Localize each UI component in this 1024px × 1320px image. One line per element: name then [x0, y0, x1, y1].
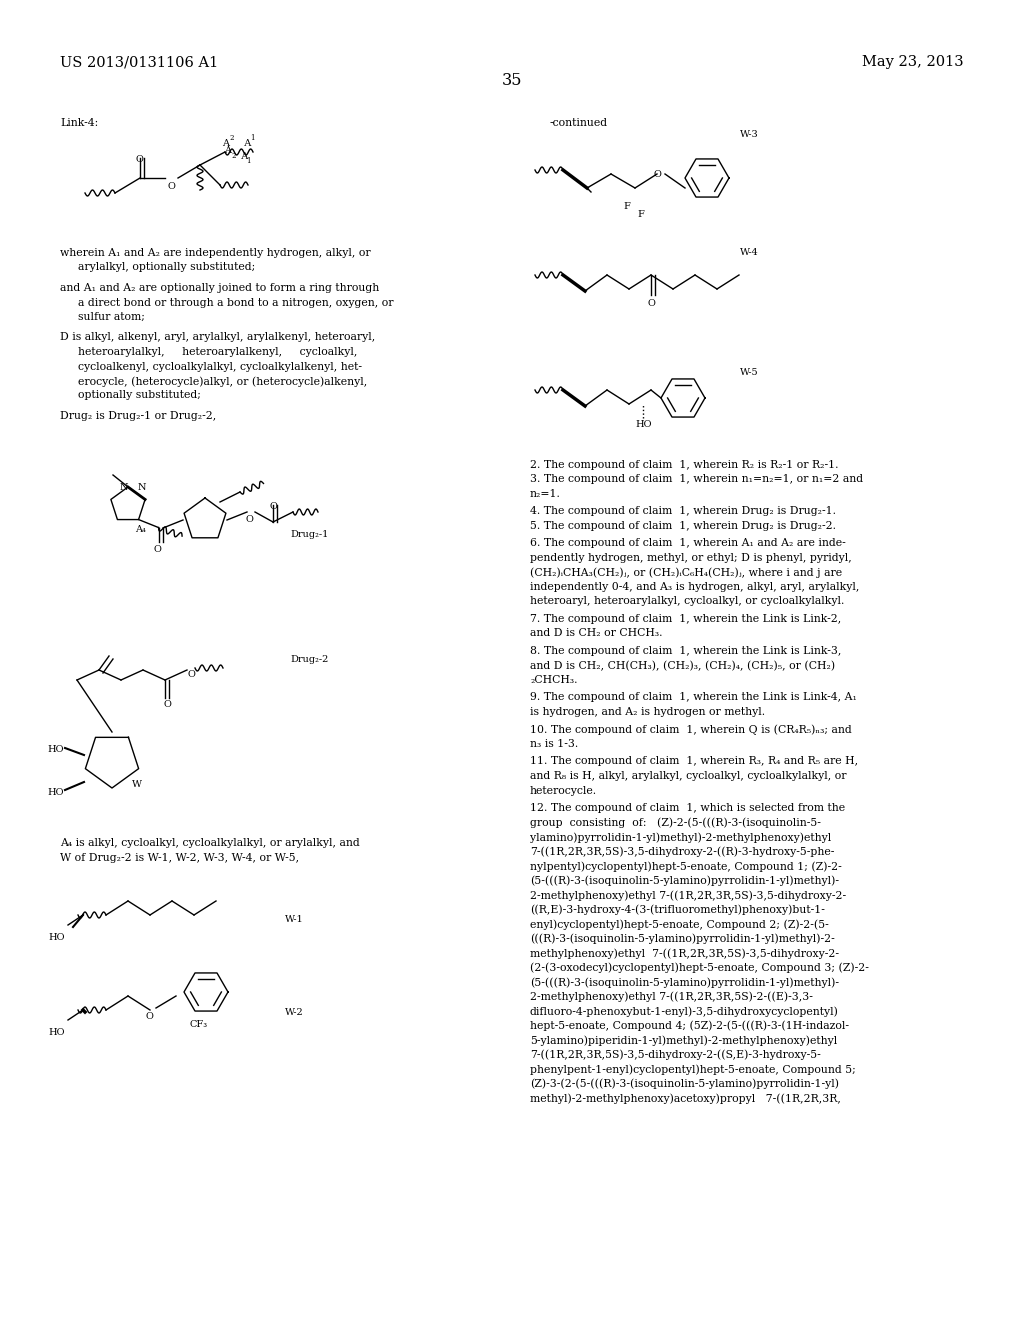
Text: A: A: [224, 147, 231, 154]
Text: W-2: W-2: [285, 1008, 304, 1016]
Text: independently 0-4, and A₃ is hydrogen, alkyl, aryl, arylalkyl,: independently 0-4, and A₃ is hydrogen, a…: [530, 582, 859, 591]
Text: is hydrogen, and A₂ is hydrogen or methyl.: is hydrogen, and A₂ is hydrogen or methy…: [530, 708, 765, 717]
Text: O: O: [245, 515, 253, 524]
Text: O: O: [168, 182, 176, 191]
Text: W-1: W-1: [285, 915, 304, 924]
Text: phenylpent-1-enyl)cyclopentyl)hept-5-enoate, Compound 5;: phenylpent-1-enyl)cyclopentyl)hept-5-eno…: [530, 1064, 856, 1074]
Text: pendently hydrogen, methyl, or ethyl; D is phenyl, pyridyl,: pendently hydrogen, methyl, or ethyl; D …: [530, 553, 852, 564]
Text: 7-((1R,2R,3R,5S)-3,5-dihydroxy-2-((R)-3-hydroxy-5-phe-: 7-((1R,2R,3R,5S)-3,5-dihydroxy-2-((R)-3-…: [530, 846, 835, 857]
Text: 35: 35: [502, 73, 522, 88]
Text: 4. The compound of claim  1, wherein Drug₂ is Drug₂-1.: 4. The compound of claim 1, wherein Drug…: [530, 507, 836, 516]
Text: methylphenoxy)ethyl  7-((1R,2R,3R,5S)-3,5-dihydroxy-2-: methylphenoxy)ethyl 7-((1R,2R,3R,5S)-3,5…: [530, 948, 839, 958]
Text: 1: 1: [250, 135, 255, 143]
Text: 5. The compound of claim  1, wherein Drug₂ is Drug₂-2.: 5. The compound of claim 1, wherein Drug…: [530, 521, 836, 531]
Text: cycloalkenyl, cycloalkylalkyl, cycloalkylalkenyl, het-: cycloalkenyl, cycloalkylalkyl, cycloalky…: [78, 362, 362, 371]
Text: A: A: [222, 139, 229, 148]
Text: HO: HO: [48, 933, 65, 942]
Text: N: N: [138, 483, 146, 492]
Text: O: O: [146, 1012, 154, 1020]
Text: 6. The compound of claim  1, wherein A₁ and A₂ are inde-: 6. The compound of claim 1, wherein A₁ a…: [530, 539, 846, 549]
Text: (5-(((R)-3-(isoquinolin-5-ylamino)pyrrolidin-1-yl)methyl)-: (5-(((R)-3-(isoquinolin-5-ylamino)pyrrol…: [530, 977, 839, 987]
Text: 7. The compound of claim  1, wherein the Link is Link-2,: 7. The compound of claim 1, wherein the …: [530, 614, 842, 624]
Text: 9. The compound of claim  1, wherein the Link is Link-4, A₁: 9. The compound of claim 1, wherein the …: [530, 693, 857, 702]
Text: (5-(((R)-3-(isoquinolin-5-ylamino)pyrrolidin-1-yl)methyl)-: (5-(((R)-3-(isoquinolin-5-ylamino)pyrrol…: [530, 875, 839, 886]
Text: and D is CH₂, CH(CH₃), (CH₂)₃, (CH₂)₄, (CH₂)₅, or (CH₂): and D is CH₂, CH(CH₃), (CH₂)₃, (CH₂)₄, (…: [530, 660, 836, 671]
Text: HO: HO: [47, 788, 63, 797]
Text: A: A: [234, 152, 248, 161]
Text: 8. The compound of claim  1, wherein the Link is Link-3,: 8. The compound of claim 1, wherein the …: [530, 645, 842, 656]
Text: arylalkyl, optionally substituted;: arylalkyl, optionally substituted;: [78, 263, 255, 272]
Text: D is alkyl, alkenyl, aryl, arylalkyl, arylalkenyl, heteroaryl,: D is alkyl, alkenyl, aryl, arylalkyl, ar…: [60, 333, 375, 342]
Text: (((R)-3-(isoquinolin-5-ylamino)pyrrolidin-1-yl)methyl)-2-: (((R)-3-(isoquinolin-5-ylamino)pyrrolidi…: [530, 933, 835, 944]
Text: O: O: [153, 545, 161, 554]
Text: O: O: [653, 170, 660, 180]
Text: 3. The compound of claim  1, wherein n₁=n₂=1, or n₁=2 and: 3. The compound of claim 1, wherein n₁=n…: [530, 474, 863, 484]
Text: HO: HO: [635, 420, 651, 429]
Text: erocycle, (heterocycle)alkyl, or (heterocycle)alkenyl,: erocycle, (heterocycle)alkyl, or (hetero…: [78, 376, 368, 387]
Text: sulfur atom;: sulfur atom;: [78, 312, 144, 322]
Text: W-5: W-5: [740, 368, 759, 378]
Text: W: W: [132, 780, 142, 789]
Text: and R₈ is H, alkyl, arylalkyl, cycloalkyl, cycloalkylalkyl, or: and R₈ is H, alkyl, arylalkyl, cycloalky…: [530, 771, 847, 781]
Text: Link-4:: Link-4:: [60, 117, 98, 128]
Text: Drug₂-2: Drug₂-2: [290, 655, 329, 664]
Text: heteroarylalkyl,     heteroarylalkenyl,     cycloalkyl,: heteroarylalkyl, heteroarylalkenyl, cycl…: [78, 347, 357, 356]
Text: (2-(3-oxodecyl)cyclopentyl)hept-5-enoate, Compound 3; (Z)-2-: (2-(3-oxodecyl)cyclopentyl)hept-5-enoate…: [530, 962, 869, 973]
Text: (Z)-3-(2-(5-(((R)-3-(isoquinolin-5-ylamino)pyrrolidin-1-yl): (Z)-3-(2-(5-(((R)-3-(isoquinolin-5-ylami…: [530, 1078, 839, 1089]
Text: F: F: [637, 210, 644, 219]
Text: Drug₂ is Drug₂-1 or Drug₂-2,: Drug₂ is Drug₂-1 or Drug₂-2,: [60, 411, 216, 421]
Text: May 23, 2013: May 23, 2013: [862, 55, 964, 69]
Text: group  consisting  of:   (Z)-2-(5-(((R)-3-(isoquinolin-5-: group consisting of: (Z)-2-(5-(((R)-3-(i…: [530, 817, 821, 828]
Text: O: O: [647, 300, 655, 308]
Text: W of Drug₂-2 is W-1, W-2, W-3, W-4, or W-5,: W of Drug₂-2 is W-1, W-2, W-3, W-4, or W…: [60, 853, 299, 863]
Text: ₂CHCH₃.: ₂CHCH₃.: [530, 675, 578, 685]
Text: N: N: [120, 483, 128, 492]
Text: O: O: [270, 502, 278, 511]
Text: hept-5-enoate, Compound 4; (5Z)-2-(5-(((R)-3-(1H-indazol-: hept-5-enoate, Compound 4; (5Z)-2-(5-(((…: [530, 1020, 849, 1031]
Text: Drug₂-1: Drug₂-1: [290, 531, 329, 539]
Text: O: O: [136, 154, 144, 164]
Text: F: F: [623, 202, 630, 211]
Text: 2-methylphenoxy)ethyl 7-((1R,2R,3R,5S)-3,5-dihydroxy-2-: 2-methylphenoxy)ethyl 7-((1R,2R,3R,5S)-3…: [530, 890, 846, 900]
Text: and A₁ and A₂ are optionally joined to form a ring through: and A₁ and A₂ are optionally joined to f…: [60, 282, 379, 293]
Text: enyl)cyclopentyl)hept-5-enoate, Compound 2; (Z)-2-(5-: enyl)cyclopentyl)hept-5-enoate, Compound…: [530, 919, 828, 929]
Text: heterocycle.: heterocycle.: [530, 785, 597, 796]
Text: O: O: [163, 700, 171, 709]
Text: 11. The compound of claim  1, wherein R₃, R₄ and R₅ are H,: 11. The compound of claim 1, wherein R₃,…: [530, 756, 858, 767]
Text: HO: HO: [48, 1028, 65, 1038]
Text: ((R,E)-3-hydroxy-4-(3-(trifluoromethyl)phenoxy)but-1-: ((R,E)-3-hydroxy-4-(3-(trifluoromethyl)p…: [530, 904, 825, 915]
Text: W-3: W-3: [740, 129, 759, 139]
Text: 2-methylphenoxy)ethyl 7-((1R,2R,3R,5S)-2-((E)-3,3-: 2-methylphenoxy)ethyl 7-((1R,2R,3R,5S)-2…: [530, 991, 813, 1002]
Text: optionally substituted;: optionally substituted;: [78, 391, 201, 400]
Text: n₃ is 1-3.: n₃ is 1-3.: [530, 739, 579, 748]
Text: 1: 1: [246, 157, 251, 165]
Text: A₄ is alkyl, cycloalkyl, cycloalkylalkyl, or arylalkyl, and: A₄ is alkyl, cycloalkyl, cycloalkylalkyl…: [60, 838, 359, 847]
Text: difluoro-4-phenoxybut-1-enyl)-3,5-dihydroxycyclopentyl): difluoro-4-phenoxybut-1-enyl)-3,5-dihydr…: [530, 1006, 839, 1016]
Text: 5-ylamino)piperidin-1-yl)methyl)-2-methylphenoxy)ethyl: 5-ylamino)piperidin-1-yl)methyl)-2-methy…: [530, 1035, 838, 1045]
Text: a direct bond or through a bond to a nitrogen, oxygen, or: a direct bond or through a bond to a nit…: [78, 297, 393, 308]
Text: n₂=1.: n₂=1.: [530, 488, 561, 499]
Text: US 2013/0131106 A1: US 2013/0131106 A1: [60, 55, 218, 69]
Text: W-4: W-4: [740, 248, 759, 257]
Text: CF₃: CF₃: [190, 1020, 208, 1030]
Text: heteroaryl, heteroarylalkyl, cycloalkyl, or cycloalkylalkyl.: heteroaryl, heteroarylalkyl, cycloalkyl,…: [530, 597, 845, 606]
Text: nylpentyl)cyclopentyl)hept-5-enoate, Compound 1; (Z)-2-: nylpentyl)cyclopentyl)hept-5-enoate, Com…: [530, 861, 842, 871]
Text: 2. The compound of claim  1, wherein R₂ is R₂-1 or R₂-1.: 2. The compound of claim 1, wherein R₂ i…: [530, 459, 839, 470]
Text: HO: HO: [47, 744, 63, 754]
Text: 10. The compound of claim  1, wherein Q is (CR₄R₅)ₙ₃; and: 10. The compound of claim 1, wherein Q i…: [530, 725, 852, 735]
Text: 2: 2: [231, 152, 236, 160]
Text: 2: 2: [229, 135, 233, 143]
Text: O: O: [187, 671, 195, 678]
Text: methyl)-2-methylphenoxy)acetoxy)propyl   7-((1R,2R,3R,: methyl)-2-methylphenoxy)acetoxy)propyl 7…: [530, 1093, 841, 1104]
Text: A₄: A₄: [135, 525, 145, 535]
Text: 12. The compound of claim  1, which is selected from the: 12. The compound of claim 1, which is se…: [530, 803, 845, 813]
Text: and D is CH₂ or CHCH₃.: and D is CH₂ or CHCH₃.: [530, 628, 663, 639]
Text: (CH₂)ᵢCHA₃(CH₂)ⱼ, or (CH₂)ᵢC₆H₄(CH₂)ⱼ, where i and j are: (CH₂)ᵢCHA₃(CH₂)ⱼ, or (CH₂)ᵢC₆H₄(CH₂)ⱼ, w…: [530, 568, 842, 578]
Text: wherein A₁ and A₂ are independently hydrogen, alkyl, or: wherein A₁ and A₂ are independently hydr…: [60, 248, 371, 257]
Text: ylamino)pyrrolidin-1-yl)methyl)-2-methylphenoxy)ethyl: ylamino)pyrrolidin-1-yl)methyl)-2-methyl…: [530, 832, 831, 842]
Text: 7-((1R,2R,3R,5S)-3,5-dihydroxy-2-((S,E)-3-hydroxy-5-: 7-((1R,2R,3R,5S)-3,5-dihydroxy-2-((S,E)-…: [530, 1049, 821, 1060]
Text: A: A: [238, 139, 251, 148]
Text: -continued: -continued: [550, 117, 608, 128]
